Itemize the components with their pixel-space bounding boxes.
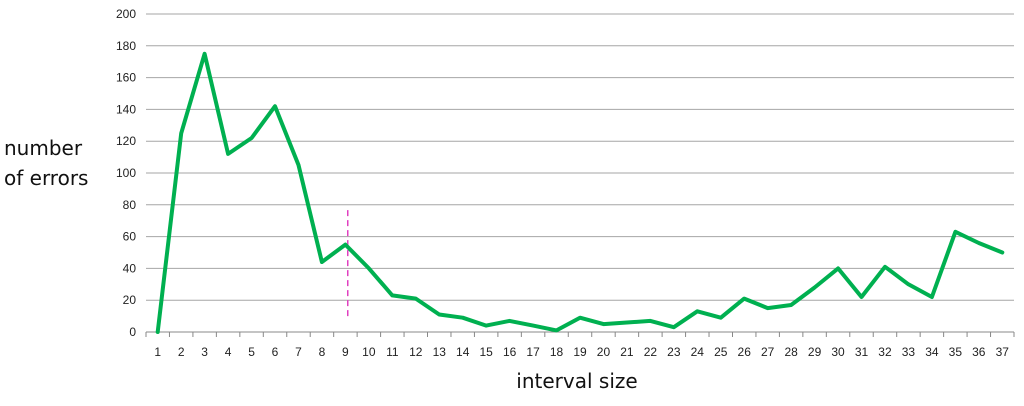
x-tick-label: 26	[738, 345, 752, 359]
x-tick-label: 20	[597, 345, 611, 359]
x-tick-label: 21	[620, 345, 634, 359]
x-tick-label: 2	[178, 345, 185, 359]
x-tick-label: 7	[295, 345, 302, 359]
x-tick-label: 36	[972, 345, 986, 359]
x-tick-label: 33	[902, 345, 916, 359]
x-tick-label: 37	[996, 345, 1010, 359]
x-tick-label: 3	[201, 345, 208, 359]
x-tick-label: 35	[949, 345, 963, 359]
y-tick-label: 80	[123, 198, 137, 212]
x-tick-label: 30	[831, 345, 845, 359]
x-tick-label: 16	[503, 345, 517, 359]
y-tick-label: 180	[116, 39, 136, 53]
x-tick-label: 34	[925, 345, 939, 359]
x-tick-label: 22	[644, 345, 658, 359]
x-tick-label: 8	[319, 345, 326, 359]
x-tick-label: 29	[808, 345, 822, 359]
x-tick-label: 32	[878, 345, 892, 359]
x-tick-label: 14	[456, 345, 470, 359]
x-tick-label: 15	[479, 345, 493, 359]
y-axis-label-line-2: of errors	[4, 166, 89, 190]
x-tick-label: 5	[248, 345, 255, 359]
x-tick-label: 24	[691, 345, 705, 359]
x-tick-label: 12	[409, 345, 423, 359]
y-tick-label: 60	[123, 230, 137, 244]
x-tick-label: 27	[761, 345, 775, 359]
y-axis-label-line-1: number	[4, 136, 83, 160]
x-tick-label: 11	[386, 345, 399, 359]
x-tick-label: 19	[573, 345, 587, 359]
y-tick-label: 20	[123, 293, 137, 307]
x-tick-label: 31	[855, 345, 869, 359]
x-tick-label: 1	[154, 345, 161, 359]
x-tick-label: 18	[550, 345, 564, 359]
x-tick-label: 13	[433, 345, 447, 359]
y-tick-label: 120	[116, 134, 136, 148]
x-tick-label: 9	[342, 345, 349, 359]
y-tick-label: 0	[129, 325, 136, 339]
x-tick-label: 23	[667, 345, 681, 359]
series-line	[155, 51, 1005, 334]
y-tick-label: 160	[116, 71, 136, 85]
y-tick-label: 200	[116, 7, 136, 21]
x-tick-label: 17	[526, 345, 540, 359]
x-tick-label: 10	[362, 345, 376, 359]
y-tick-label: 40	[123, 261, 137, 275]
y-tick-label: 140	[116, 102, 136, 116]
y-tick-label: 100	[116, 166, 136, 180]
x-tick-label: 4	[225, 345, 232, 359]
x-tick-label: 6	[272, 345, 279, 359]
x-tick-label: 28	[784, 345, 798, 359]
x-tick-label: 25	[714, 345, 728, 359]
x-axis-label: interval size	[516, 369, 638, 393]
